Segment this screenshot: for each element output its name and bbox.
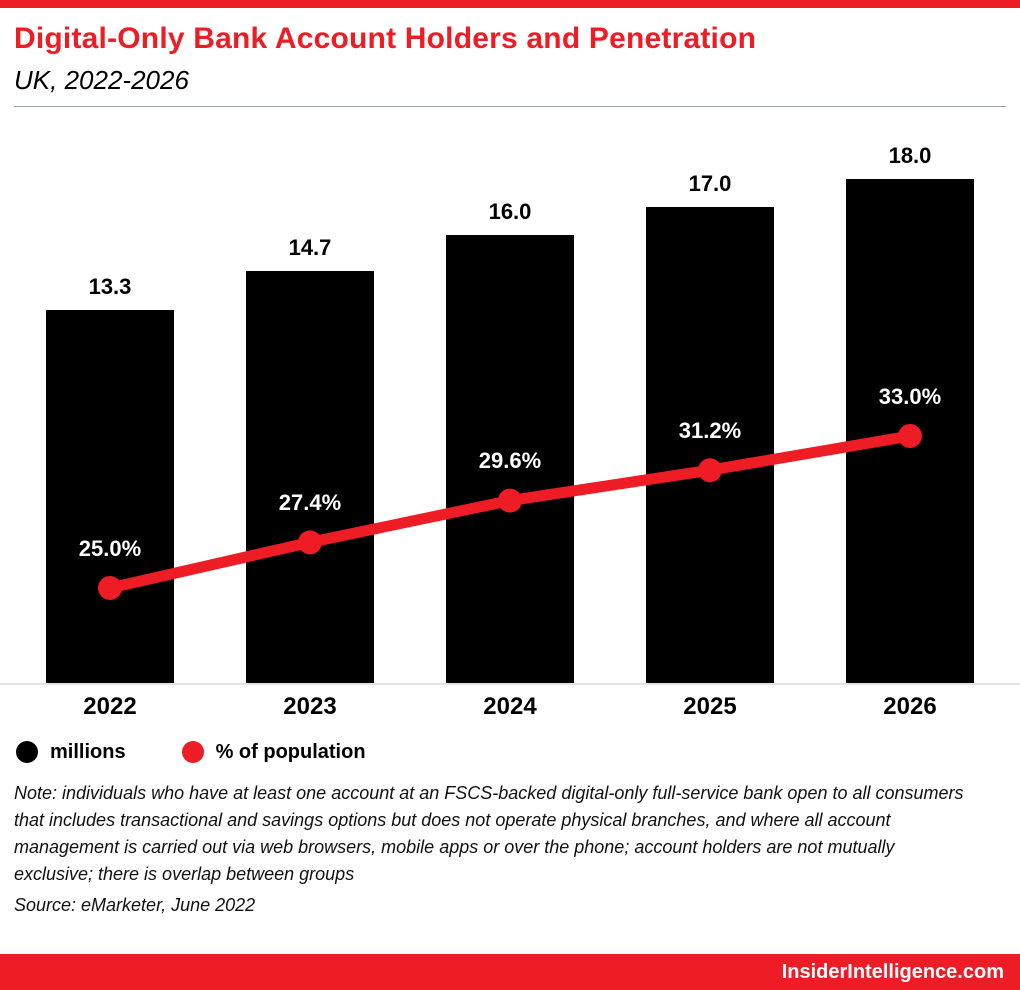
- x-axis-label-2025: 2025: [683, 692, 737, 720]
- plot-area: 13.3 14.7 16.0 17.0 18.0 25.0% 27.4% 29.6% 31.2%…: [10, 123, 1010, 683]
- bar-2025: [646, 206, 774, 683]
- bar-value-label: 14.7: [288, 234, 332, 260]
- legend-swatch-icon: [181, 741, 204, 763]
- chart-subtitle: UK, 2022-2026: [14, 64, 189, 95]
- line-value-label: 25.0%: [78, 535, 142, 561]
- header-divider: [14, 105, 1006, 107]
- x-axis-line: [0, 682, 1020, 685]
- legend-item-0: millions: [16, 741, 126, 764]
- line-value-label: 33.0%: [878, 383, 942, 409]
- x-axis-label-2022: 2022: [83, 692, 137, 720]
- top-accent-bar: [0, 0, 1020, 8]
- legend-label: % of population: [215, 740, 366, 763]
- bar-value-label: 16.0: [488, 198, 532, 224]
- line-value-label: 27.4%: [278, 489, 342, 515]
- bar-line-chart: 13.3 14.7 16.0 17.0 18.0 25.0% 27.4% 29.6% 31.2%…: [0, 123, 1020, 727]
- bar-2023: [246, 270, 374, 683]
- header: Digital-Only Bank Account Holders and Pe…: [0, 8, 1020, 107]
- bar-value-label: 18.0: [888, 142, 932, 168]
- bar-2022: [46, 310, 174, 683]
- legend-item-1: % of population: [181, 740, 366, 764]
- chart-title: Digital-Only Bank Account Holders and Pe…: [14, 22, 757, 55]
- legend-label: millions: [50, 740, 126, 763]
- line-value-label: 29.6%: [478, 448, 542, 474]
- brand-link[interactable]: InsiderIntelligence.com: [781, 960, 1004, 983]
- source-text: Source: eMarketer, June 2022: [14, 894, 256, 915]
- bar-value-label: 13.3: [88, 274, 132, 300]
- x-axis-label-2024: 2024: [483, 692, 537, 720]
- x-axis-labels: 2022 2023 2024 2025 2026: [10, 685, 1010, 727]
- legend-swatch-icon: [16, 741, 38, 763]
- bar-2026: [846, 178, 974, 683]
- line-value-label: 31.2%: [678, 417, 742, 443]
- legend: millions % of population: [16, 741, 1020, 764]
- bar-value-label: 17.0: [688, 170, 732, 196]
- x-axis-label-2023: 2023: [283, 692, 337, 720]
- brand-bar: InsiderIntelligence.com: [0, 954, 1020, 990]
- x-axis-label-2026: 2026: [883, 692, 937, 720]
- note-text: Note: individuals who have at least one …: [14, 782, 964, 884]
